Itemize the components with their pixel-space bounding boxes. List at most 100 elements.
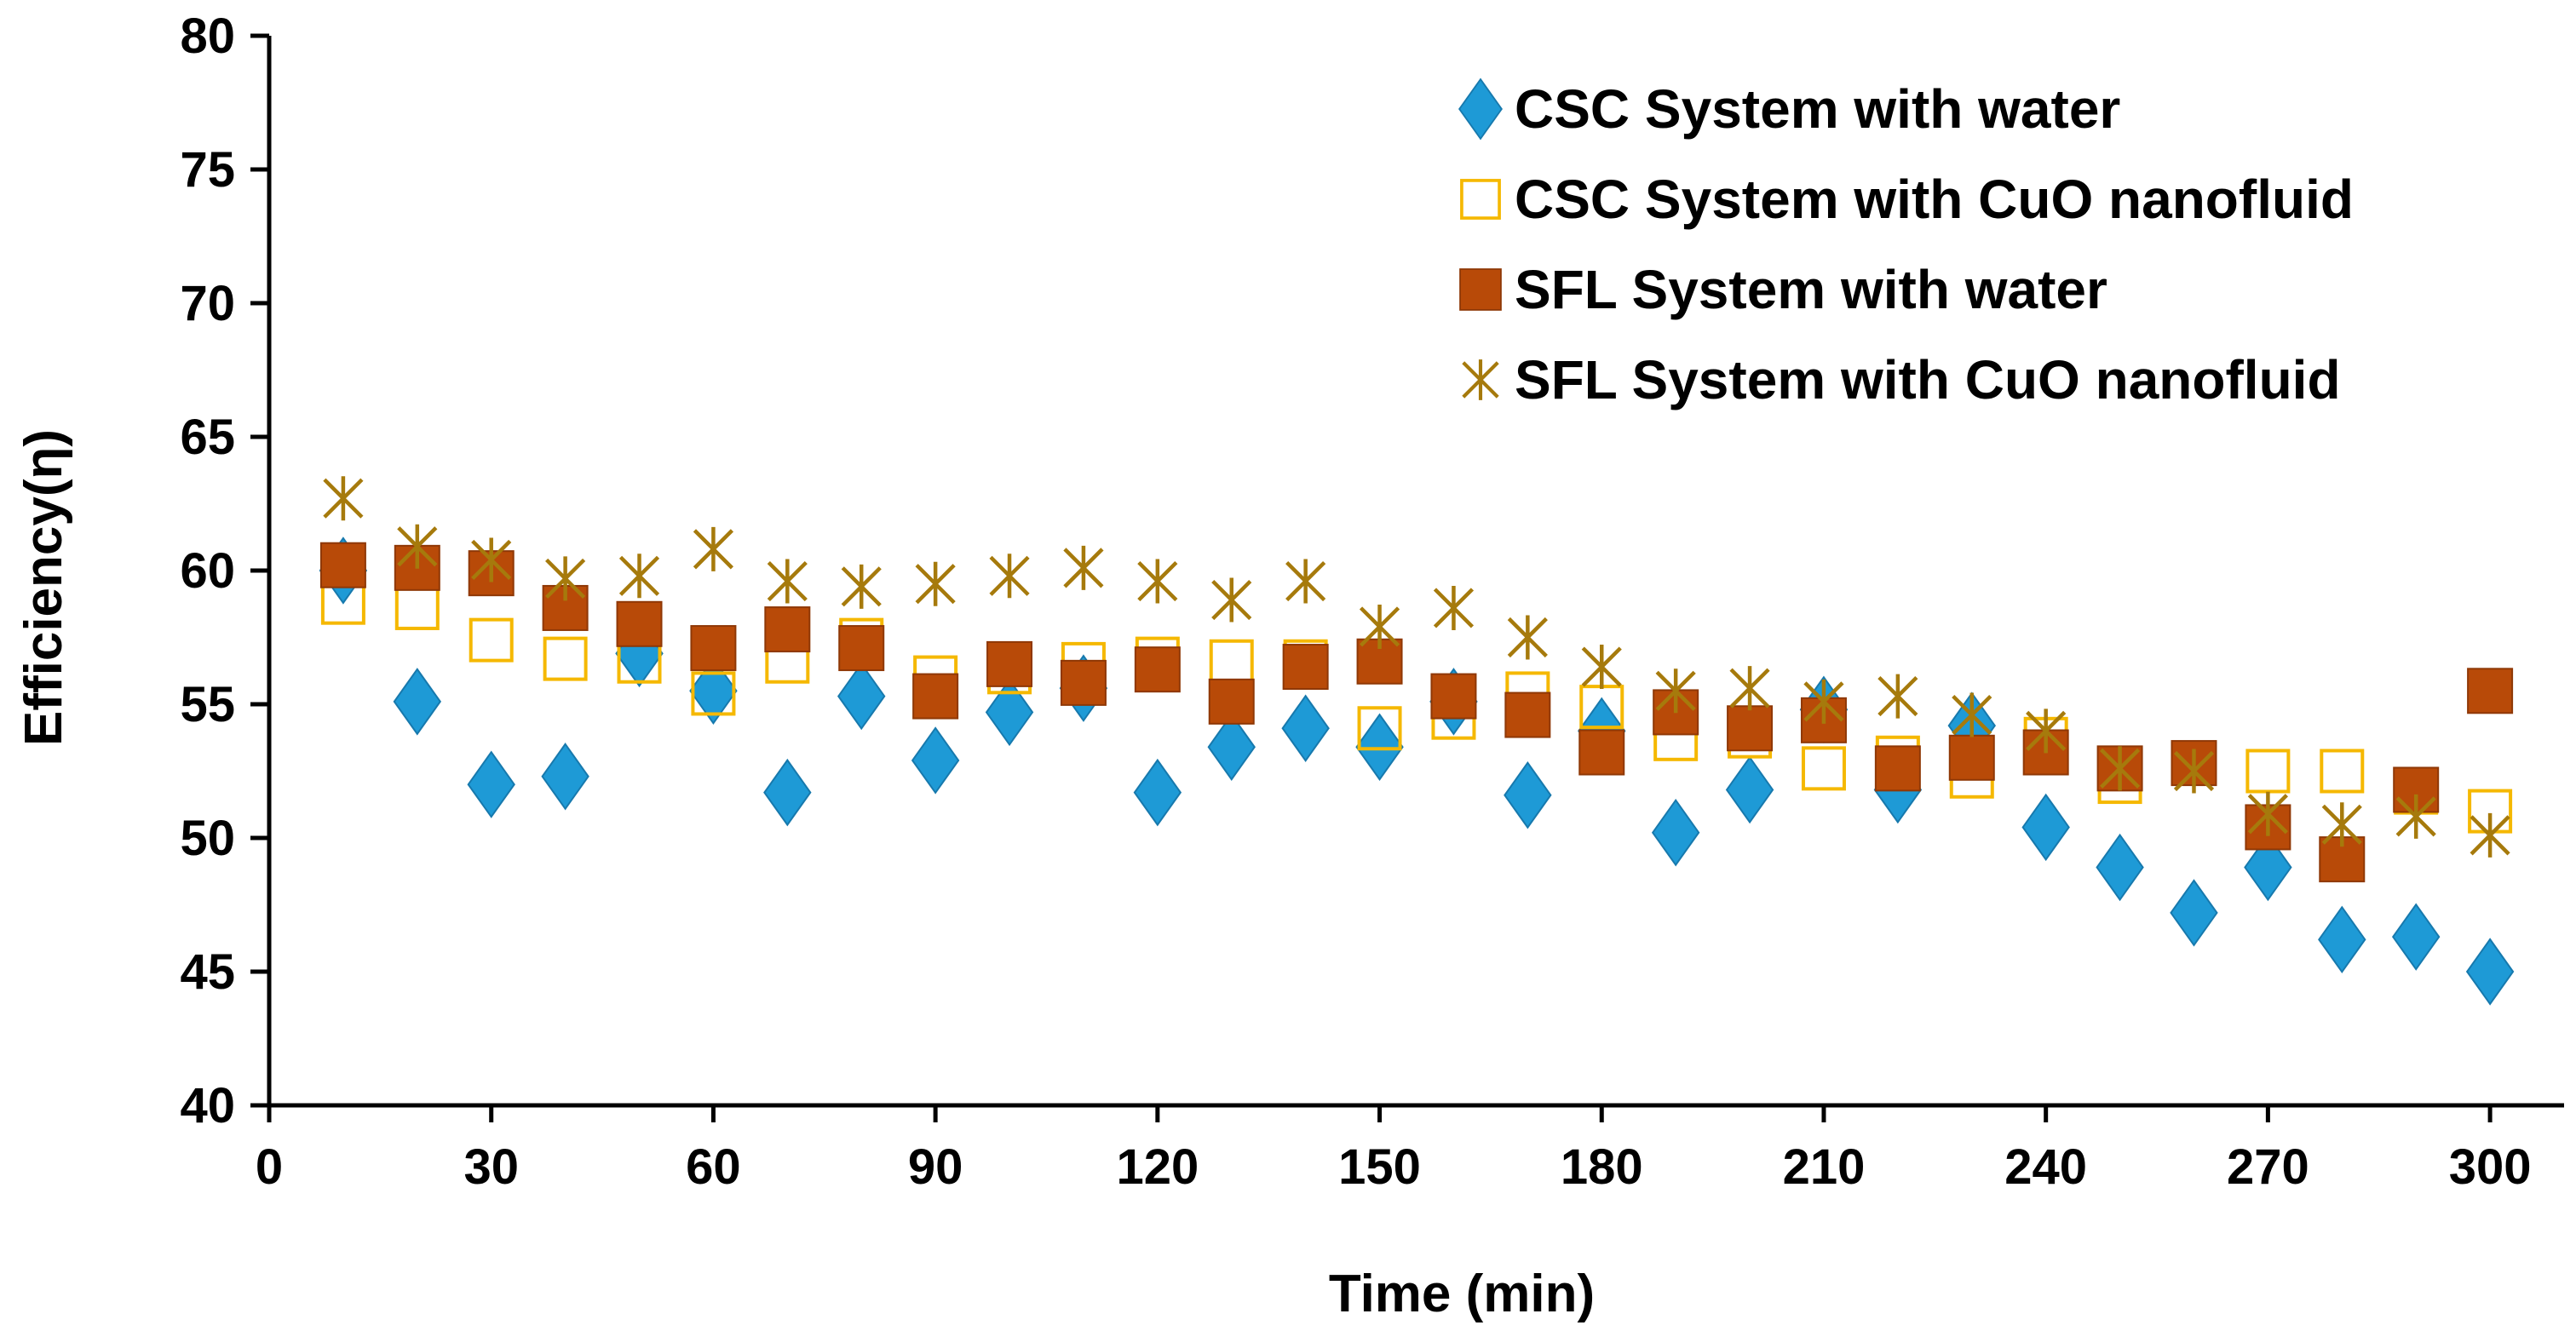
data-point <box>2395 794 2436 839</box>
data-point <box>2173 749 2215 794</box>
data-point <box>1433 585 1475 630</box>
data-point <box>618 554 660 599</box>
data-point <box>1507 615 1548 660</box>
data-point <box>1504 691 1551 738</box>
axes: 40 45 50 55 60 65 70 75 80 0 30 60 90 120 150 180 210 240… <box>180 9 2564 1195</box>
x-tick-label: 90 <box>908 1139 963 1195</box>
data-point <box>2470 812 2510 858</box>
data-point <box>1430 673 1477 720</box>
data-point <box>1874 745 1921 792</box>
y-tick-label: 40 <box>180 1078 235 1133</box>
data-point <box>467 750 515 818</box>
data-point <box>2320 749 2365 794</box>
data-point <box>2467 668 2514 714</box>
x-tick-label: 300 <box>2449 1139 2532 1195</box>
plot-area <box>319 476 2515 1006</box>
data-point <box>1803 679 1844 724</box>
data-point <box>2465 938 2515 1006</box>
data-point <box>1727 705 1774 752</box>
x-tick-label: 210 <box>1783 1139 1866 1195</box>
x-tick-label: 150 <box>1338 1139 1421 1195</box>
data-point <box>841 564 882 609</box>
data-point <box>1281 694 1330 762</box>
data-point <box>912 673 959 720</box>
data-point <box>911 726 960 795</box>
legend-label: SFL System with water <box>1515 259 2107 320</box>
data-point <box>690 625 737 672</box>
data-point <box>1651 798 1700 867</box>
data-point <box>469 617 514 663</box>
data-point <box>1060 659 1107 706</box>
data-point <box>1725 755 1774 824</box>
data-point <box>1948 734 1995 781</box>
legend-label: CSC System with CuO nanofluid <box>1515 169 2354 230</box>
data-point <box>545 556 586 601</box>
y-tick-label: 75 <box>180 142 235 198</box>
data-point <box>393 668 442 736</box>
legend: CSC System with water CSC System with CuO… <box>1458 77 2354 410</box>
series-4 <box>323 476 2510 858</box>
x-axis-title: Time (min) <box>1329 1265 1595 1323</box>
y-tick-label: 70 <box>180 276 235 331</box>
data-point <box>541 743 589 811</box>
data-point <box>1285 559 1326 604</box>
legend-marker <box>1462 359 1499 400</box>
data-point <box>2321 802 2362 847</box>
y-tick-label: 65 <box>180 410 235 465</box>
y-tick-label: 50 <box>180 811 235 866</box>
x-tick-label: 60 <box>686 1139 741 1195</box>
data-point <box>2244 833 2292 902</box>
data-point <box>1137 559 1178 604</box>
data-point <box>397 524 438 569</box>
legend-marker <box>1460 179 1501 220</box>
data-point <box>986 640 1033 687</box>
data-point <box>2391 903 2441 971</box>
data-point <box>2096 833 2144 902</box>
y-tick-label: 80 <box>180 9 235 64</box>
data-point <box>1801 746 1846 791</box>
x-tick-label: 30 <box>463 1139 519 1195</box>
data-point <box>1133 758 1182 827</box>
data-point <box>915 561 956 606</box>
data-point <box>319 542 366 588</box>
legend-marker <box>1459 268 1502 311</box>
data-point <box>693 526 734 571</box>
data-point <box>1581 645 1622 690</box>
y-tick-label: 60 <box>180 543 235 599</box>
data-point <box>767 559 808 604</box>
data-point <box>837 662 886 731</box>
data-point <box>989 554 1030 599</box>
data-point <box>1208 678 1255 725</box>
x-tick-label: 240 <box>2004 1139 2087 1195</box>
data-point <box>2245 749 2291 794</box>
data-point <box>2170 879 2218 947</box>
data-point <box>2247 791 2288 836</box>
x-tick-label: 0 <box>256 1139 283 1195</box>
data-point <box>1357 706 1402 751</box>
y-axis-title: Efficiency(η) <box>14 429 73 746</box>
data-point <box>1952 692 1992 737</box>
data-point <box>838 625 885 672</box>
data-point <box>1134 646 1181 693</box>
data-point <box>763 758 812 827</box>
series-3 <box>319 542 2514 883</box>
data-point <box>543 636 588 681</box>
x-tick-label: 120 <box>1116 1139 1199 1195</box>
data-point <box>394 585 440 630</box>
data-point <box>1877 674 1918 719</box>
legend-label: CSC System with water <box>1515 78 2120 140</box>
data-point <box>1211 577 1252 622</box>
data-point <box>1355 713 1404 781</box>
legend-label: SFL System with CuO nanofluid <box>1515 349 2341 410</box>
data-point <box>1209 639 1254 684</box>
data-point <box>2318 905 2366 974</box>
legend-marker <box>1458 77 1503 141</box>
data-point <box>323 476 364 521</box>
data-point <box>2099 746 2141 791</box>
data-point <box>1063 545 1104 590</box>
x-tick-label: 270 <box>2227 1139 2309 1195</box>
data-point <box>1504 761 1552 829</box>
data-point <box>2026 709 2067 754</box>
data-point <box>2021 793 2070 862</box>
